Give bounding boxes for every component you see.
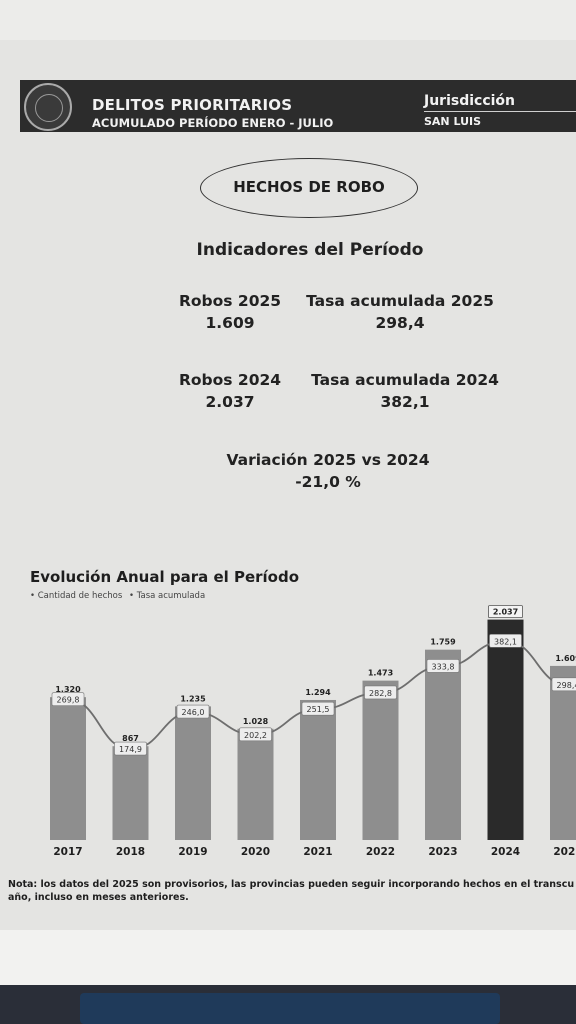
page-top-margin: [0, 0, 576, 40]
stat-label: Tasa acumulada 2025: [306, 292, 494, 310]
chart-legend: • Cantidad de hechos • Tasa acumulada: [30, 591, 209, 601]
stat-robos-2025: Robos 2025 1.609: [150, 292, 310, 332]
bar-label-box-2024: [488, 605, 523, 618]
bar-value-label-2019: 1.235: [180, 694, 206, 703]
rate-value-label-2024: 382,1: [494, 637, 517, 646]
jurisdiction-label: Jurisdicción: [424, 93, 516, 109]
x-tick-label-2021: 2021: [303, 846, 332, 858]
jurisdiction-divider: [424, 111, 576, 112]
legend-item-cantidad: • Cantidad de hechos: [30, 591, 123, 601]
stat-label: Robos 2025: [178, 292, 282, 310]
bar-value-label-2023: 1.759: [430, 638, 456, 647]
x-tick-label-2020: 2020: [241, 846, 270, 858]
stat-label: Tasa acumulada 2024: [311, 371, 499, 389]
rate-point-box-2025: [551, 677, 576, 692]
rate-value-label-2018: 174,9: [119, 745, 142, 754]
x-tick-label-2025: 2025: [553, 846, 576, 858]
seal-icon: [24, 83, 72, 131]
document-page: DELITOS PRIORITARIOS ACUMULADO PERÍODO E…: [0, 0, 576, 985]
chart-title: Evolución Anual para el Período: [30, 568, 300, 586]
stat-tasa-2025: Tasa acumulada 2025 298,4: [300, 292, 500, 332]
bar-value-label-2022: 1.473: [368, 669, 393, 678]
background-surface: [0, 985, 576, 1024]
legend-label: Cantidad de hechos: [37, 591, 123, 601]
rate-point-box-2018: [114, 741, 147, 756]
footnote-line-1: Nota: los datos del 2025 son provisorios…: [8, 879, 575, 890]
bar-value-label-2017: 1.320: [55, 685, 81, 694]
rate-point-box-2021: [301, 701, 335, 716]
legend-label: Tasa acumulada: [136, 591, 206, 601]
legend-item-tasa: • Tasa acumulada: [128, 591, 206, 601]
rate-value-label-2025: 298,4: [557, 681, 576, 690]
footnote: Nota: los datos del 2025 son provisorios…: [8, 878, 576, 904]
bar-2024: [487, 619, 524, 840]
bar-value-label-2025: 1.609: [555, 654, 576, 663]
stat-value: 298,4: [375, 314, 425, 332]
stat-tasa-2024: Tasa acumulada 2024 382,1: [300, 371, 510, 411]
rate-point-box-2023: [426, 659, 460, 673]
stat-label: Robos 2024: [178, 371, 282, 389]
jurisdiction-value: SAN LUIS: [424, 115, 482, 128]
stat-variacion: Variación 2025 vs 2024 -21,0 %: [200, 451, 456, 491]
stat-value: 2.037: [205, 393, 255, 411]
stat-value: -21,0 %: [295, 473, 361, 491]
x-tick-label-2019: 2019: [178, 846, 207, 858]
report-header: DELITOS PRIORITARIOS ACUMULADO PERÍODO E…: [20, 80, 576, 132]
section-title-oval: [200, 158, 418, 218]
rate-value-label-2021: 251,5: [307, 705, 330, 714]
bar-value-label-2018: 867: [122, 734, 139, 743]
bar-2018: [112, 746, 149, 840]
x-tick-label-2017: 2017: [53, 846, 82, 858]
stat-value: 382,1: [380, 393, 430, 411]
rate-value-label-2017: 269,8: [57, 696, 80, 705]
stat-value: 1.609: [205, 314, 255, 332]
header-subtitle: ACUMULADO PERÍODO ENERO - JULIO: [92, 116, 334, 130]
rate-point-box-2022: [364, 685, 397, 700]
rate-value-label-2020: 202,2: [244, 731, 267, 740]
footnote-line-2: año, incluso en meses anteriores.: [8, 892, 189, 903]
header-title: DELITOS PRIORITARIOS: [92, 96, 293, 114]
stat-robos-2024: Robos 2024 2.037: [150, 371, 310, 411]
rate-point-box-2019: [176, 704, 210, 719]
background-object: [80, 993, 500, 1024]
x-tick-label-2024: 2024: [491, 846, 520, 858]
bar-2023: [425, 649, 461, 840]
section-title: HECHOS DE ROBO: [233, 178, 385, 196]
x-tick-label-2023: 2023: [428, 846, 457, 858]
bar-value-label-2021: 1.294: [305, 688, 331, 697]
bar-2022: [362, 680, 399, 840]
x-tick-label-2022: 2022: [366, 846, 395, 858]
bar-2020: [237, 728, 274, 840]
rate-value-label-2022: 282,8: [369, 689, 392, 698]
x-tick-label-2018: 2018: [116, 846, 145, 858]
stat-label: Variación 2025 vs 2024: [226, 451, 430, 469]
bar-2019: [175, 706, 211, 840]
bar-2021: [300, 699, 336, 840]
bar-value-label-2020: 1.028: [243, 717, 269, 726]
page-fold: [0, 930, 576, 985]
indicators-title: Indicadores del Período: [196, 240, 424, 260]
rate-point-box-2017: [51, 692, 85, 707]
bar-value-label-2024: 2.037: [493, 608, 518, 617]
rate-point-box-2020: [239, 727, 272, 742]
bar-2017: [50, 697, 86, 840]
rate-value-label-2019: 246,0: [182, 708, 205, 717]
rate-value-label-2023: 333,8: [432, 662, 455, 671]
annual-evolution-chart: 1.320 2017 867 2018 1.235 2019 1.028 2020 1.294 2…: [50, 605, 576, 858]
rate-point-box-2024: [489, 634, 522, 648]
bar-2025: [550, 665, 576, 840]
